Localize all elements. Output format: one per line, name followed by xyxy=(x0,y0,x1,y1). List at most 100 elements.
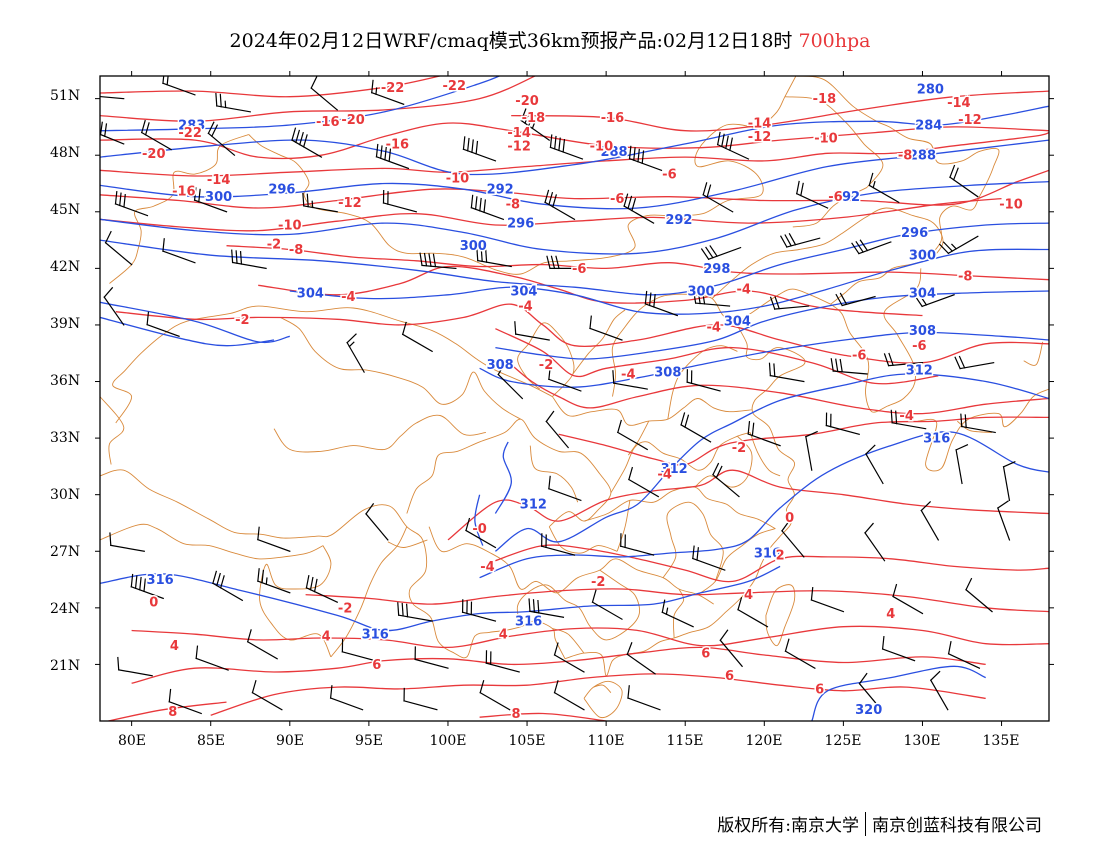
wind-barb xyxy=(401,321,433,353)
wind-barb xyxy=(680,412,712,443)
lon-label-130e: 130E xyxy=(903,733,941,749)
lon-label-80e: 80E xyxy=(117,733,147,749)
boundary-line xyxy=(572,309,626,375)
wind-barb xyxy=(810,587,845,613)
boundary-line xyxy=(552,396,752,426)
wind-barb xyxy=(784,638,816,670)
boundary-line xyxy=(516,569,641,641)
wind-barb xyxy=(947,640,981,669)
wind-barb xyxy=(246,629,278,660)
wind-barb xyxy=(996,500,1011,541)
wind-barb xyxy=(215,92,251,113)
height-contour-label: 316 xyxy=(515,615,542,630)
temperature-contour-label: -16 xyxy=(316,115,340,130)
temperature-contour-label: -4 xyxy=(480,560,494,575)
map-title: 2024年02月12日WRF/cmaq模式36km预报产品:02月12日18时 … xyxy=(0,26,1100,53)
height-contour-line xyxy=(479,331,1049,388)
boundary-line xyxy=(667,345,738,420)
wind-barb xyxy=(514,321,550,341)
wind-barb xyxy=(375,143,410,170)
lat-label-45n: 45N xyxy=(50,202,81,218)
height-contour-line xyxy=(495,373,1049,552)
boundary-line xyxy=(672,588,685,639)
lon-label-110e: 110E xyxy=(587,733,625,749)
wind-barb xyxy=(548,475,582,502)
wind-barb xyxy=(117,656,153,677)
wind-barb xyxy=(858,672,883,711)
temperature-contour-label: 0 xyxy=(785,511,794,526)
temperature-contour-label: -20 xyxy=(341,113,365,128)
temperature-contour-label: -20 xyxy=(515,94,539,109)
wind-barb xyxy=(955,444,969,485)
wind-barb xyxy=(553,642,585,673)
lat-label-21n: 21N xyxy=(50,658,81,674)
wind-barb xyxy=(310,76,339,111)
temperature-contour-label: -12 xyxy=(958,113,982,128)
temperature-contour-label: -4 xyxy=(518,300,532,315)
height-contour-label: 316 xyxy=(147,573,174,588)
wind-barb xyxy=(628,466,660,498)
lat-label-39n: 39N xyxy=(50,316,81,332)
copyright-owner: 版权所有:南京大学 xyxy=(717,816,859,836)
wind-barb xyxy=(146,311,180,338)
temperature-contour-line xyxy=(100,122,1049,160)
title-main: 2024年02月12日WRF/cmaq模式36km预报产品:02月12日18时 xyxy=(229,30,793,52)
height-contour-label: 283 xyxy=(178,119,205,134)
wind-barb xyxy=(257,526,291,553)
wind-barb xyxy=(702,182,734,213)
wind-barb xyxy=(476,247,512,268)
title-level: 700hpa xyxy=(798,30,871,52)
height-contour-label: 304 xyxy=(297,286,324,301)
wind-barb xyxy=(965,577,993,613)
boundary-line xyxy=(749,432,781,477)
lon-label-85e: 85E xyxy=(196,733,226,749)
wind-barb xyxy=(716,131,750,160)
wind-barb xyxy=(960,413,996,434)
temperature-contour-line xyxy=(131,625,1049,649)
temperature-contour-label: -6 xyxy=(572,262,586,277)
height-contour-label: 300 xyxy=(460,239,487,254)
boundary-line xyxy=(662,501,724,582)
wind-barb xyxy=(626,642,657,675)
temperature-contour-label: -8 xyxy=(506,198,520,213)
height-contour-line xyxy=(100,565,781,632)
wind-barb xyxy=(207,121,236,157)
wind-barb xyxy=(100,95,125,100)
wind-barb xyxy=(779,233,821,248)
temperature-contour-label: -8 xyxy=(289,243,303,258)
wind-barb xyxy=(719,629,744,668)
wind-barbs xyxy=(100,76,1016,715)
lat-label-51n: 51N xyxy=(50,88,81,104)
wind-barb xyxy=(938,235,979,255)
height-contour-label: 296 xyxy=(268,183,295,198)
wind-barb xyxy=(305,574,339,603)
temperature-contour-label: 8 xyxy=(511,707,520,722)
temperature-contour-label: -2 xyxy=(338,601,352,616)
height-contour-label: 288 xyxy=(600,145,627,160)
temperature-contour-line xyxy=(100,131,1049,177)
height-contour-label: 296 xyxy=(507,217,534,232)
height-contour-line xyxy=(100,180,1049,255)
wind-barb xyxy=(193,187,228,213)
boundary-line xyxy=(711,207,944,299)
temperature-contour-label: -10 xyxy=(446,171,470,186)
boundary-line xyxy=(100,469,566,660)
wind-barb xyxy=(865,444,884,485)
boundary-line xyxy=(583,680,623,719)
wind-barb xyxy=(419,252,457,270)
lat-label-42n: 42N xyxy=(50,259,81,275)
height-contour-label: 312 xyxy=(906,364,933,379)
temperature-contour-line xyxy=(105,701,227,721)
wind-barb xyxy=(700,245,742,261)
wind-barb xyxy=(346,333,365,373)
wind-barb xyxy=(883,352,924,367)
wind-barb xyxy=(954,355,995,370)
height-contour-label: 300 xyxy=(909,249,936,264)
wind-barb xyxy=(623,193,655,224)
lon-label-120e: 120E xyxy=(745,733,783,749)
axis-ticks xyxy=(95,71,1054,726)
temperature-contour-label: -2 xyxy=(732,441,746,456)
temperature-contour-line xyxy=(305,588,1049,613)
boundary-line xyxy=(611,293,737,397)
wind-barb xyxy=(162,76,196,96)
